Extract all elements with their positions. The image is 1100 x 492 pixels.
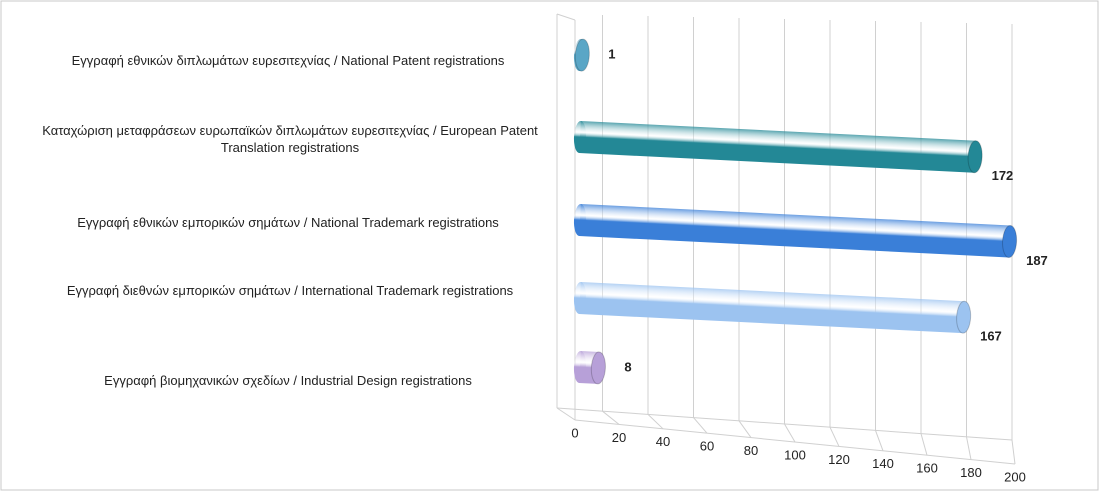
grid-line	[1011, 439, 1016, 465]
category-label: Εγγραφή διεθνών εμπορικών σημάτων / Inte…	[66, 283, 514, 298]
bar	[579, 282, 965, 334]
x-tick-label: 180	[960, 465, 982, 480]
grid-line	[784, 423, 796, 443]
grid-line	[829, 426, 840, 447]
x-tick-label: 80	[744, 443, 758, 458]
x-tick-label: 40	[656, 434, 670, 449]
grid-line	[966, 436, 972, 460]
value-label: 1	[608, 47, 615, 62]
value-label: 172	[992, 168, 1014, 183]
x-tick-label: 200	[1004, 469, 1026, 484]
x-tick-label: 120	[828, 452, 850, 467]
x-tick-label: 140	[872, 456, 894, 471]
bar	[579, 121, 976, 173]
bar-group	[573, 351, 606, 385]
bar-group	[573, 282, 972, 334]
value-label: 167	[980, 329, 1002, 344]
x-tick-label: 60	[700, 439, 714, 454]
category-label: Εγγραφή βιομηχανικών σχεδίων / Industria…	[104, 373, 472, 388]
axis-wall-edge	[556, 13, 576, 21]
bar-group	[573, 38, 590, 72]
grid-line	[738, 420, 752, 438]
x-tick-label: 20	[612, 430, 626, 445]
grid-line	[693, 417, 708, 434]
bar-group	[573, 204, 1018, 258]
grid-line	[875, 430, 884, 451]
bar	[579, 204, 1011, 258]
bar-cap-right	[956, 300, 972, 334]
x-tick-label: 0	[571, 425, 578, 440]
grid-line	[602, 410, 620, 425]
bar-group	[573, 121, 983, 174]
grid-line	[920, 433, 928, 456]
value-label: 187	[1026, 253, 1048, 268]
bar-cap-left	[573, 351, 587, 383]
grid-line	[647, 414, 664, 430]
bar-cap-right	[590, 351, 606, 385]
category-label: Εγγραφή εθνικών εμπορικών σημάτων / Nati…	[77, 215, 499, 230]
category-label: Εγγραφή εθνικών διπλωμάτων ευρεσιτεχνίας…	[71, 53, 505, 68]
bar-cap-left	[573, 121, 587, 153]
x-tick-label: 100	[784, 447, 806, 462]
bar-cap-right	[1002, 224, 1018, 258]
x-tick-label: 160	[916, 461, 938, 476]
category-label: Καταχώριση μεταφράσεων ευρωπαϊκών διπλωμ…	[42, 123, 538, 155]
bar-cap-left	[573, 282, 587, 314]
value-label: 8	[624, 359, 631, 374]
bar-cap-right	[967, 140, 983, 174]
grid-line	[556, 407, 576, 421]
bar-cap-left	[573, 204, 587, 236]
bar-cap-right	[574, 38, 590, 72]
